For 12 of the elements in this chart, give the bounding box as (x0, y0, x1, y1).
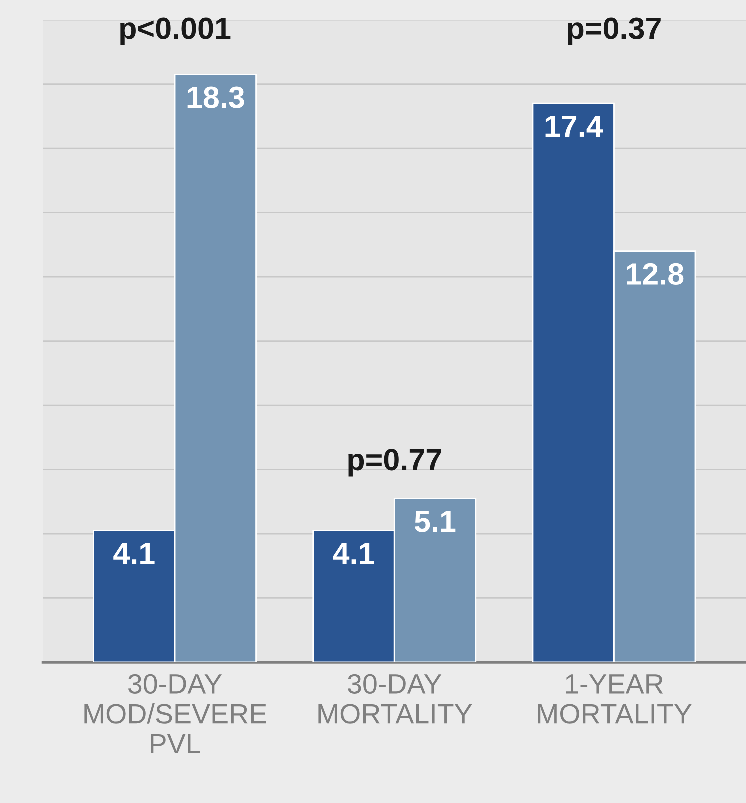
x-tick-label: 30-DAY MOD/SEVERE PVL (84, 674, 266, 754)
data-label: 17.4 (546, 116, 604, 137)
data-label: 4.1 (333, 543, 374, 564)
annotation: p<0.001 (120, 18, 231, 46)
data-label: 5.1 (414, 511, 456, 532)
data-label: 12.8 (627, 263, 684, 286)
x-tick-label: 30-DAY MORTALITY (318, 674, 472, 724)
data-label: 4.1 (114, 543, 155, 564)
annotation: p=0.77 (348, 449, 442, 477)
annotation: p=0.37 (568, 18, 661, 46)
x-tick-label: 1-YEAR MORTALITY (538, 674, 692, 724)
data-label: 18.3 (188, 86, 244, 108)
